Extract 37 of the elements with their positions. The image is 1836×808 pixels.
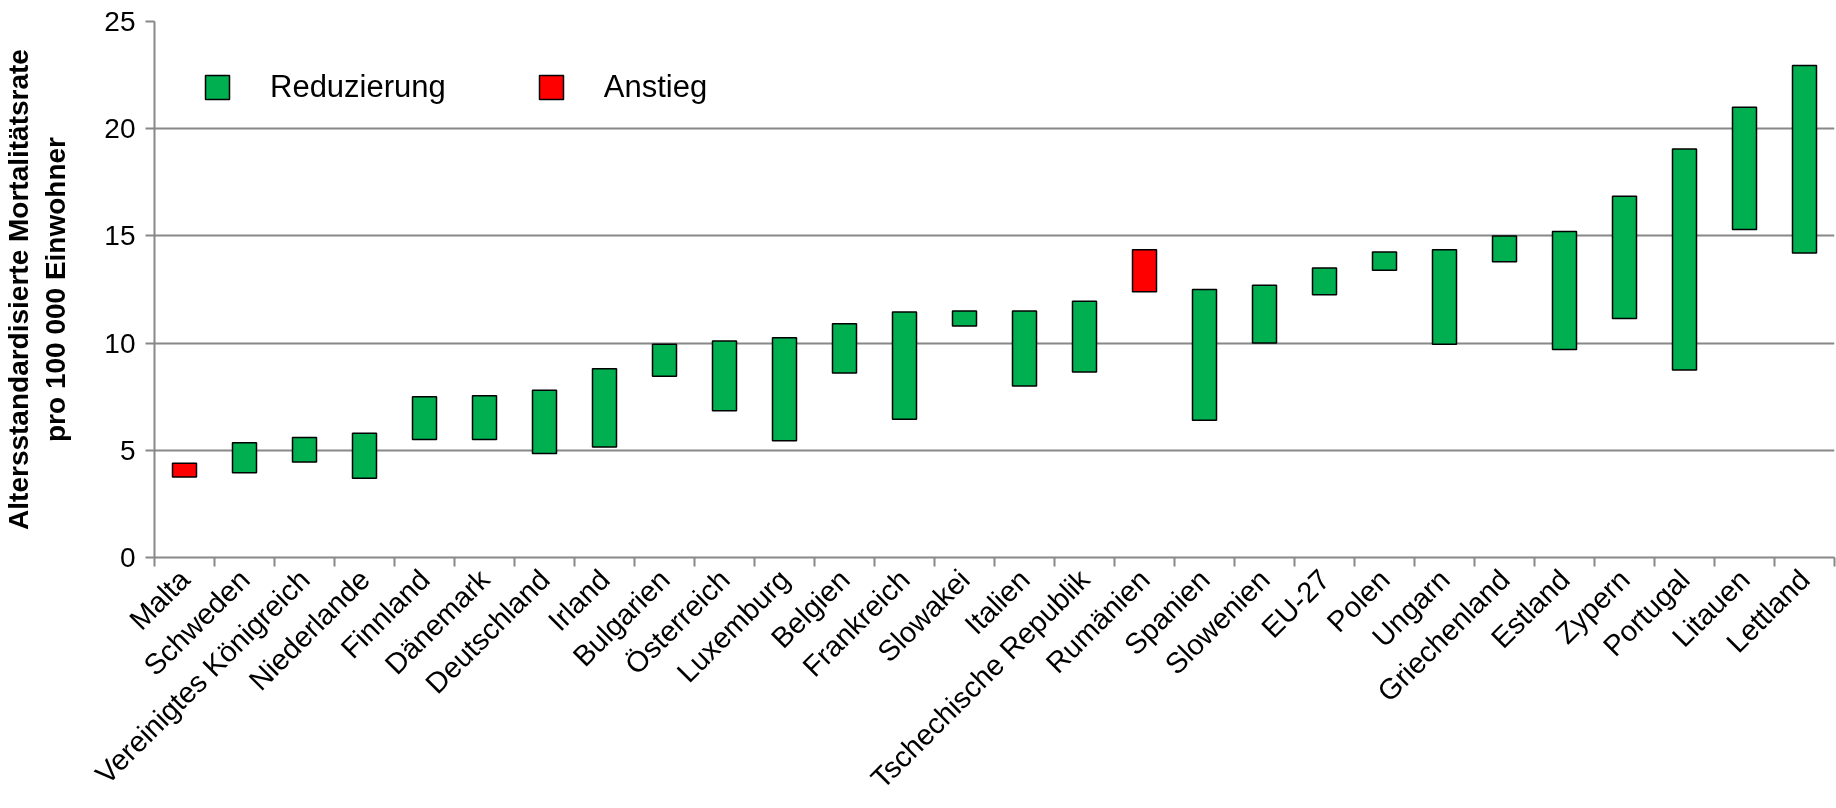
bar [1191, 288, 1218, 422]
bar [411, 395, 438, 441]
bar [591, 368, 618, 448]
bar [1071, 300, 1098, 373]
bar [771, 336, 798, 442]
bar [471, 394, 498, 441]
bar [1431, 249, 1458, 345]
y-tick-label: 25 [104, 6, 136, 37]
bar [171, 462, 198, 478]
bar [231, 442, 258, 474]
bar [1551, 230, 1578, 351]
bar [1491, 235, 1518, 263]
bar [351, 432, 378, 479]
bar [1251, 284, 1278, 344]
bar [1011, 310, 1038, 387]
bar [1731, 106, 1758, 231]
bar [711, 340, 738, 412]
y-tick-label: 20 [104, 113, 136, 145]
bar [1311, 267, 1338, 296]
bar [651, 343, 678, 378]
y-axis-title: Altersstandardisierte Mortalitätsrate pro 100 000 Einwohner [3, 49, 72, 530]
bar [1371, 251, 1398, 271]
bar [951, 310, 978, 327]
bar [291, 436, 318, 463]
legend-label: Reduzierung [270, 69, 446, 105]
y-tick-label: 15 [104, 220, 136, 252]
bar [1791, 64, 1818, 254]
y-tick-label: 10 [104, 327, 136, 359]
bar [891, 311, 918, 420]
bar [1671, 148, 1698, 371]
bar [531, 389, 558, 455]
legend-label: Anstieg [603, 69, 708, 105]
y-tick-label: 0 [119, 542, 136, 573]
bar [1611, 195, 1638, 320]
y-tick-label: 5 [119, 434, 136, 466]
bar [831, 323, 858, 374]
bar [1131, 249, 1158, 293]
